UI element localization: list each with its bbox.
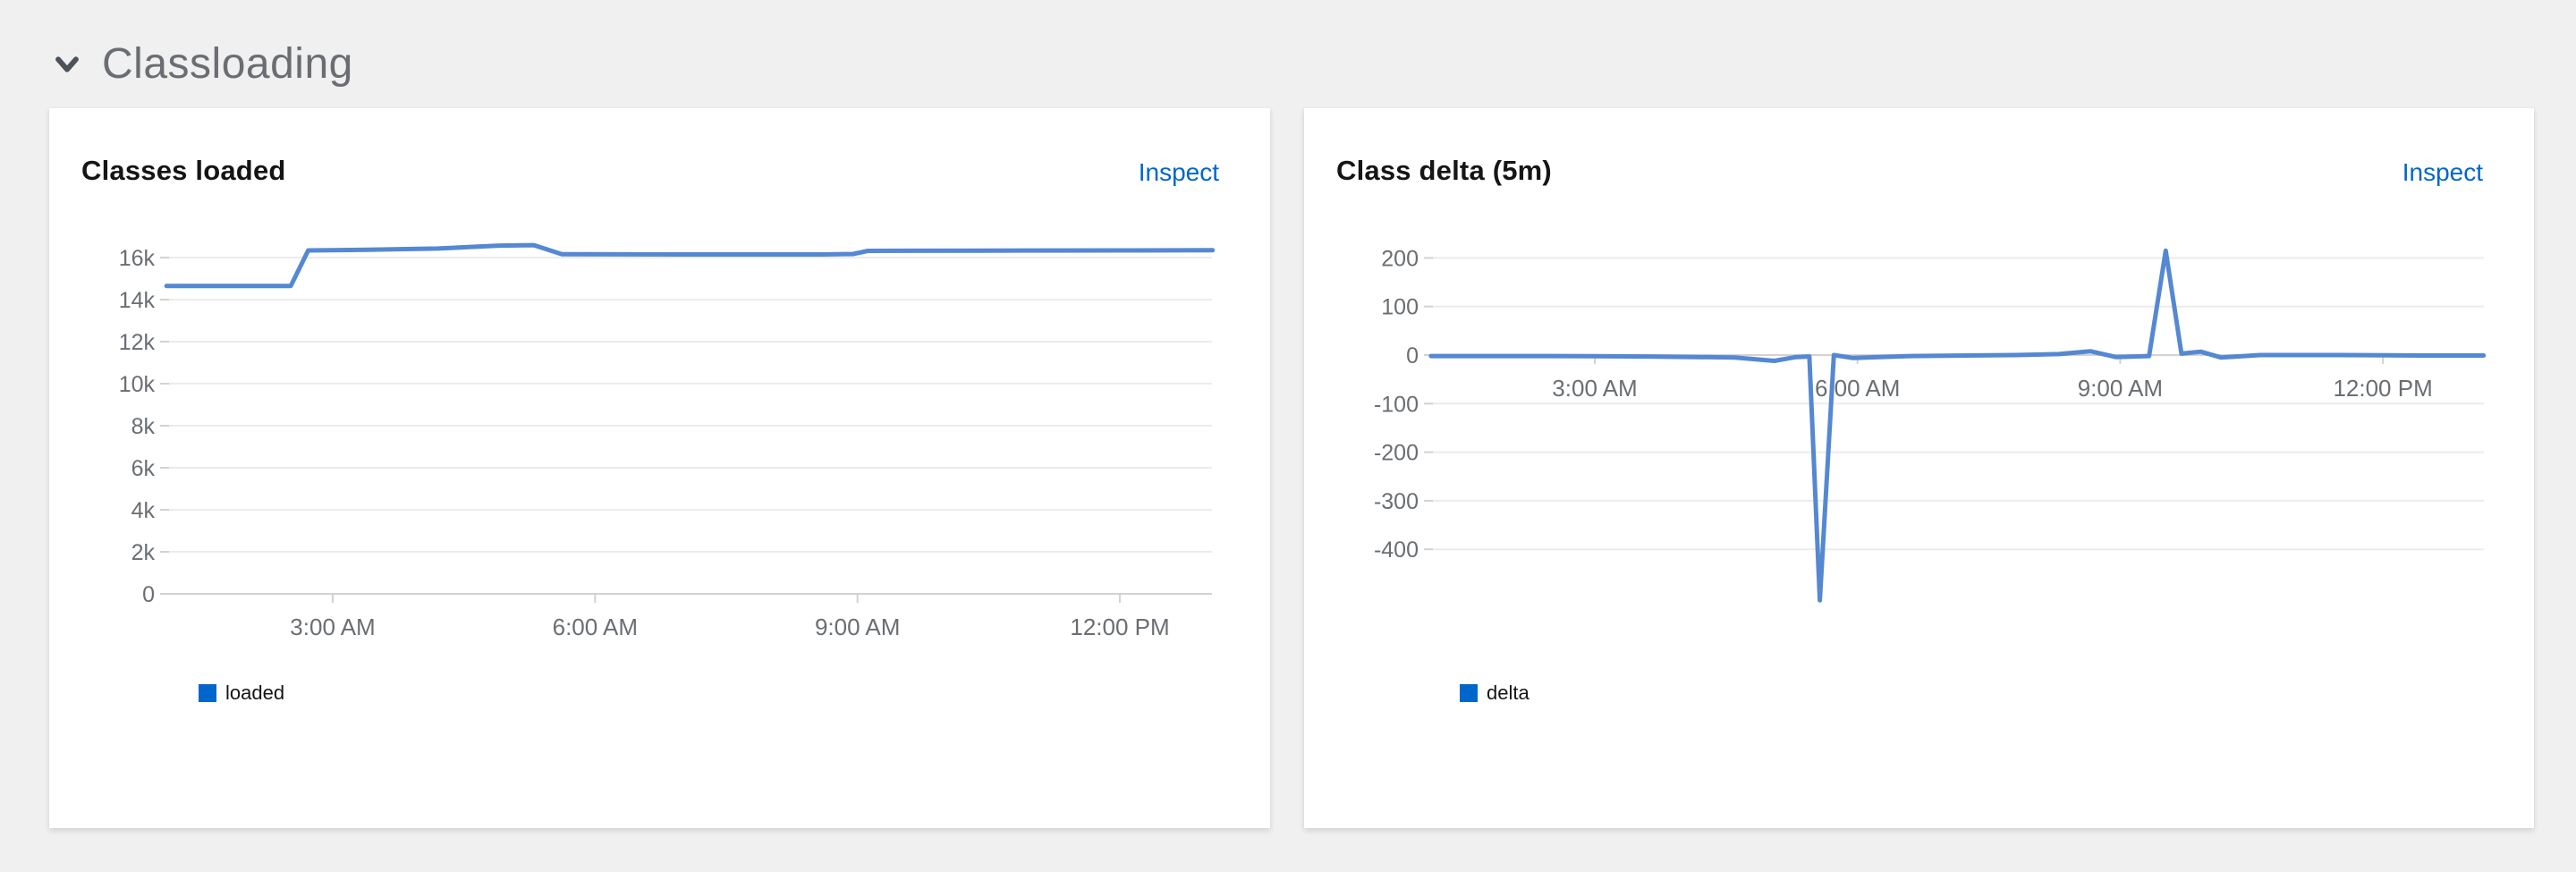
legend-swatch	[1460, 684, 1478, 702]
card-classes-loaded: Classes loaded Inspect 0 2k 4k 6k 8k 10k 12k 14…	[49, 108, 1270, 828]
svg-text:10k: 10k	[119, 372, 156, 397]
legend-swatch	[199, 684, 216, 702]
svg-text:6:00 AM: 6:00 AM	[553, 614, 638, 640]
inspect-link[interactable]: Inspect	[1138, 158, 1219, 186]
svg-text:4k: 4k	[131, 498, 156, 523]
line-chart-class-delta: 200 100 0 -100 -200 -300 -400 3:00 AM 6:00 AM 9:0…	[1374, 246, 2487, 603]
svg-text:200: 200	[1381, 246, 1419, 271]
svg-text:16k: 16k	[119, 246, 156, 271]
svg-text:6k: 6k	[131, 456, 156, 481]
svg-text:-100: -100	[1374, 392, 1419, 417]
legend-label: loaded	[225, 682, 285, 704]
svg-text:3:00 AM: 3:00 AM	[1552, 375, 1637, 402]
legend-item-loaded[interactable]: loaded	[199, 682, 284, 705]
svg-text:14k: 14k	[119, 288, 156, 313]
section-title: Classloading	[102, 40, 353, 88]
svg-text:-400: -400	[1374, 538, 1419, 563]
chart-title: Classes loaded	[81, 155, 286, 186]
line-chart-classes-loaded: 0 2k 4k 6k 8k 10k 12k 14k 16k 3:00 AM 6:00 AM 9:00 …	[119, 242, 1216, 640]
chart-title: Class delta (5m)	[1336, 155, 1552, 186]
svg-text:3:00 AM: 3:00 AM	[290, 614, 375, 640]
svg-text:8k: 8k	[131, 414, 156, 439]
section-header-classloading[interactable]: Classloading	[52, 39, 353, 89]
inspect-link[interactable]: Inspect	[2402, 158, 2483, 186]
svg-text:9:00 AM: 9:00 AM	[2078, 375, 2163, 402]
svg-text:0: 0	[1406, 343, 1419, 368]
svg-text:12k: 12k	[119, 330, 156, 355]
svg-text:6:00 AM: 6:00 AM	[1815, 375, 1900, 402]
legend-label: delta	[1487, 682, 1530, 704]
svg-text:0: 0	[142, 582, 155, 607]
svg-text:12:00 PM: 12:00 PM	[2333, 375, 2432, 402]
svg-text:-200: -200	[1374, 441, 1419, 466]
legend-item-delta[interactable]: delta	[1460, 682, 1530, 705]
svg-text:9:00 AM: 9:00 AM	[815, 614, 900, 640]
svg-text:2k: 2k	[131, 540, 156, 565]
svg-text:12:00 PM: 12:00 PM	[1070, 614, 1169, 640]
svg-text:100: 100	[1381, 295, 1419, 320]
card-class-delta: Class delta (5m) Inspect 200 100 0 -100 -200…	[1304, 108, 2534, 828]
svg-text:-300: -300	[1374, 489, 1419, 514]
chevron-down-icon	[55, 55, 79, 72]
